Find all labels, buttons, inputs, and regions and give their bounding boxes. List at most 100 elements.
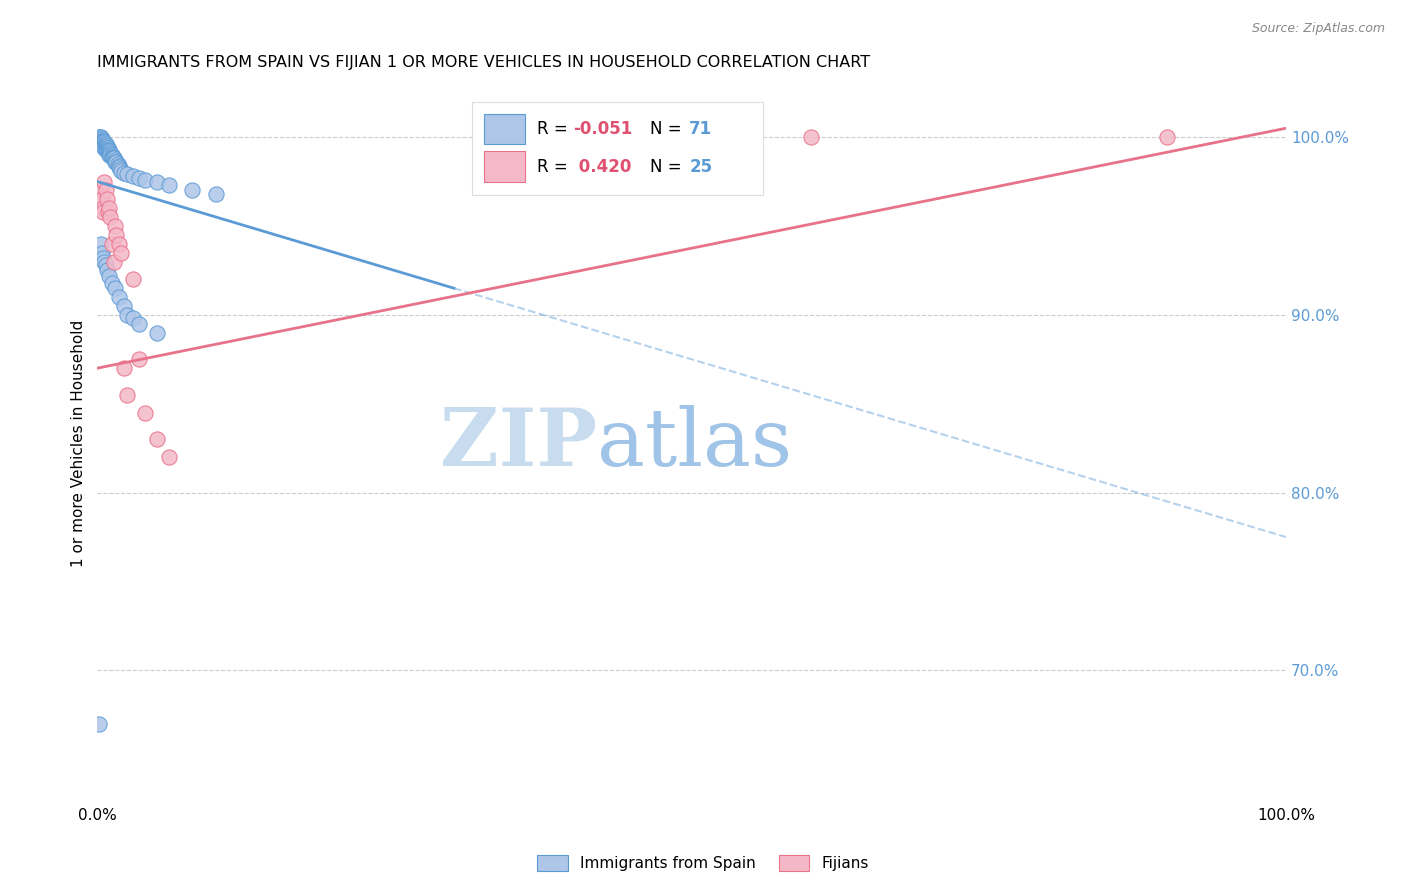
Point: [91, 192, 114, 206]
Point: [100, 148, 122, 162]
Point: [91, 134, 114, 148]
Point: [98, 146, 121, 161]
Point: [115, 388, 138, 402]
Point: [101, 150, 124, 164]
Point: [112, 166, 135, 180]
Point: [91, 132, 114, 146]
Point: [94, 141, 117, 155]
Point: [96, 192, 118, 206]
Point: [157, 450, 180, 464]
Legend: Immigrants from Spain, Fijians: Immigrants from Spain, Fijians: [531, 849, 875, 877]
Point: [98, 268, 121, 283]
Point: [90, 136, 112, 150]
Point: [107, 236, 129, 251]
Text: 25: 25: [689, 158, 713, 176]
Point: [98, 148, 121, 162]
Point: [112, 299, 135, 313]
Point: [97, 141, 120, 155]
Point: [100, 236, 122, 251]
Point: [103, 152, 125, 166]
Point: [100, 150, 122, 164]
Point: [96, 263, 118, 277]
Point: [107, 161, 129, 175]
Point: [93, 175, 115, 189]
Point: [115, 308, 138, 322]
Point: [107, 290, 129, 304]
Point: [115, 168, 138, 182]
Text: R =: R =: [537, 158, 574, 176]
Point: [91, 204, 114, 219]
Point: [128, 317, 150, 331]
FancyBboxPatch shape: [484, 114, 526, 145]
Point: [91, 245, 114, 260]
Point: [103, 254, 125, 268]
Point: [105, 227, 128, 242]
Point: [146, 432, 169, 446]
Point: [97, 143, 120, 157]
Text: R =: R =: [537, 120, 574, 138]
Point: [205, 186, 228, 201]
Point: [112, 361, 135, 376]
Text: 0.420: 0.420: [572, 158, 631, 176]
Point: [90, 134, 112, 148]
Point: [104, 281, 127, 295]
Point: [87, 130, 110, 145]
Point: [101, 152, 124, 166]
Point: [128, 171, 150, 186]
Point: [93, 254, 115, 268]
Point: [110, 164, 132, 178]
FancyBboxPatch shape: [484, 152, 526, 182]
Point: [100, 210, 122, 224]
Point: [96, 141, 118, 155]
Point: [128, 352, 150, 367]
Point: [89, 130, 111, 145]
Point: [122, 272, 145, 286]
Point: [98, 201, 121, 215]
Point: [108, 162, 131, 177]
Point: [94, 137, 117, 152]
Point: [91, 137, 114, 152]
Text: ZIP: ZIP: [440, 405, 596, 483]
Point: [90, 236, 112, 251]
Point: [91, 251, 114, 265]
Point: [93, 137, 115, 152]
Text: IMMIGRANTS FROM SPAIN VS FIJIAN 1 OR MORE VEHICLES IN HOUSEHOLD CORRELATION CHAR: IMMIGRANTS FROM SPAIN VS FIJIAN 1 OR MOR…: [97, 55, 870, 70]
Point: [100, 146, 122, 161]
Point: [94, 184, 117, 198]
Point: [96, 139, 118, 153]
Point: [1156, 130, 1178, 145]
Point: [93, 141, 115, 155]
Point: [91, 201, 114, 215]
Point: [89, 132, 111, 146]
Point: [146, 175, 169, 189]
Point: [96, 143, 118, 157]
Y-axis label: 1 or more Vehicles in Household: 1 or more Vehicles in Household: [72, 320, 86, 567]
Point: [110, 245, 132, 260]
Point: [157, 178, 180, 193]
Point: [100, 276, 122, 290]
Point: [134, 173, 156, 187]
Point: [91, 136, 114, 150]
Point: [107, 159, 129, 173]
Point: [98, 143, 121, 157]
Point: [181, 184, 204, 198]
Point: [122, 169, 145, 184]
Point: [93, 139, 115, 153]
Text: 71: 71: [689, 120, 713, 138]
Point: [104, 153, 127, 168]
Point: [91, 139, 114, 153]
Point: [90, 132, 112, 146]
Point: [146, 326, 169, 340]
Point: [94, 143, 117, 157]
Text: Source: ZipAtlas.com: Source: ZipAtlas.com: [1251, 22, 1385, 36]
Point: [90, 130, 112, 145]
Point: [94, 258, 117, 272]
Point: [97, 204, 120, 219]
Point: [93, 136, 115, 150]
Point: [104, 155, 127, 169]
Point: [104, 219, 127, 233]
Text: N =: N =: [650, 120, 688, 138]
Point: [94, 139, 117, 153]
Text: N =: N =: [650, 158, 688, 176]
Point: [91, 134, 114, 148]
